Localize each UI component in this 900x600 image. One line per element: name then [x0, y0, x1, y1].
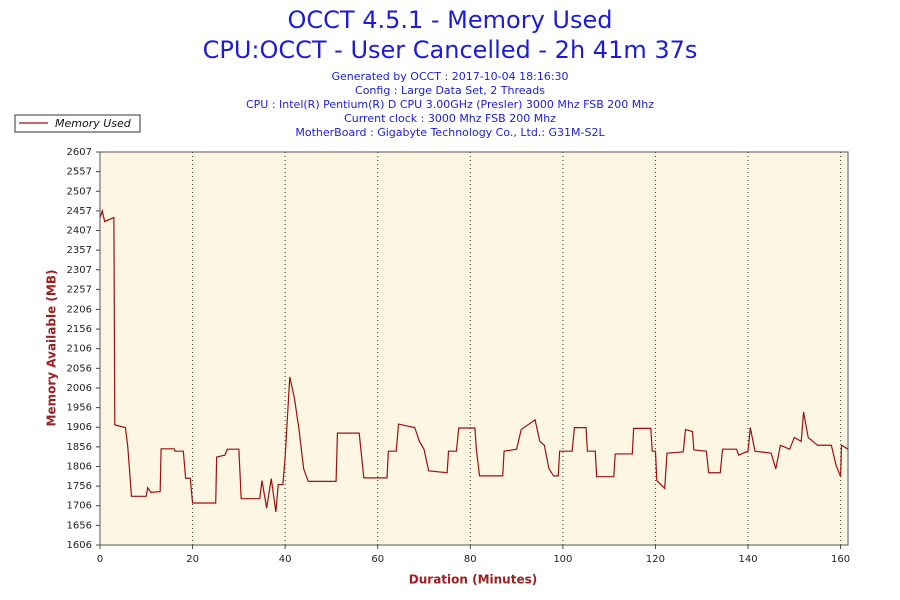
- plot-area: [100, 152, 848, 545]
- y-tick-label: 2407: [67, 226, 92, 237]
- y-tick-label: 1956: [67, 403, 92, 414]
- y-tick-label: 2206: [67, 304, 92, 315]
- chart-subtitle: CPU:OCCT - User Cancelled - 2h 41m 37s: [203, 36, 698, 64]
- y-tick-label: 2056: [67, 363, 92, 374]
- y-tick-label: 2156: [67, 324, 92, 335]
- y-tick-label: 1606: [67, 540, 92, 551]
- y-tick-label: 2257: [67, 284, 92, 295]
- y-tick-label: 2607: [67, 147, 92, 158]
- plot-border: [99, 151, 849, 546]
- y-tick-label: 2307: [67, 265, 92, 276]
- x-tick-label: 60: [371, 554, 384, 565]
- y-tick-label: 2006: [67, 383, 92, 394]
- y-tick-label: 2106: [67, 344, 92, 355]
- x-tick-label: 140: [738, 554, 757, 565]
- y-tick-label: 2507: [67, 186, 92, 197]
- chart-title: OCCT 4.5.1 - Memory Used: [288, 6, 613, 34]
- y-tick-label: 2357: [67, 245, 92, 256]
- info-line: CPU : Intel(R) Pentium(R) D CPU 3.00GHz …: [246, 98, 654, 111]
- x-tick-label: 120: [646, 554, 665, 565]
- info-line: Config : Large Data Set, 2 Threads: [355, 84, 545, 97]
- y-tick-label: 1906: [67, 422, 92, 433]
- x-tick-label: 100: [553, 554, 572, 565]
- legend-box: [14, 114, 141, 133]
- x-tick-label: 80: [464, 554, 477, 565]
- y-tick-label: 1706: [67, 501, 92, 512]
- x-tick-label: 160: [831, 554, 850, 565]
- y-tick-label: 2457: [67, 206, 92, 217]
- y-tick-label: 1756: [67, 481, 92, 492]
- y-tick-label: 1856: [67, 442, 92, 453]
- y-tick-label: 1806: [67, 461, 92, 472]
- info-line: MotherBoard : Gigabyte Technology Co., L…: [295, 126, 605, 139]
- x-tick-label: 20: [186, 554, 199, 565]
- x-tick-label: 40: [279, 554, 292, 565]
- data-line: [99, 208, 849, 513]
- legend-label: Memory Used: [55, 117, 132, 130]
- info-line: Generated by OCCT : 2017-10-04 18:16:30: [331, 70, 568, 83]
- x-axis-label: Duration (Minutes): [409, 573, 537, 587]
- y-axis-label: Memory Available (MB): [45, 270, 59, 427]
- info-line: Current clock : 3000 Mhz FSB 200 Mhz: [344, 112, 556, 125]
- y-tick-label: 1656: [67, 520, 92, 531]
- x-tick-label: 0: [97, 554, 103, 565]
- y-tick-label: 2557: [67, 167, 92, 178]
